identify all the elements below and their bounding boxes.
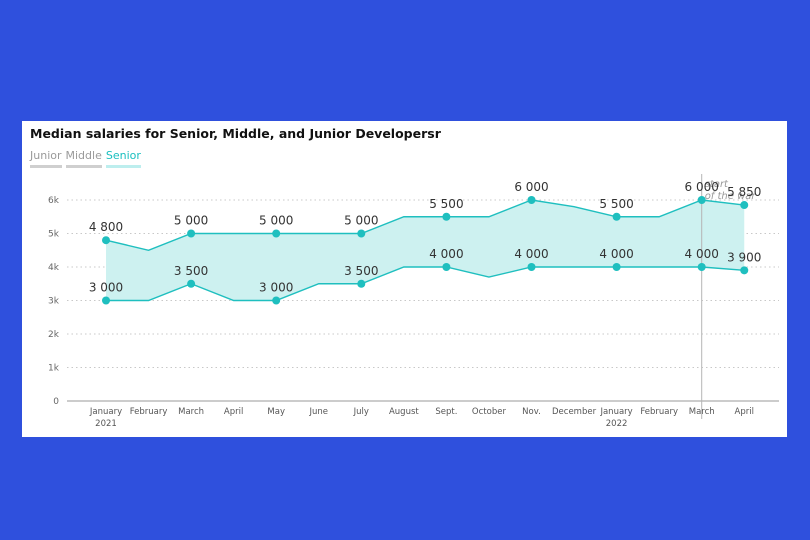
lower-point bbox=[740, 266, 749, 275]
upper-point bbox=[442, 212, 451, 221]
x-tick-label: April bbox=[224, 407, 243, 417]
y-tick-label: 2k bbox=[48, 330, 60, 340]
lower-point bbox=[187, 279, 196, 288]
lower-data-label: 3 500 bbox=[174, 264, 208, 278]
lower-data-label: 4 000 bbox=[429, 247, 463, 261]
upper-data-label: 5 500 bbox=[429, 197, 463, 211]
upper-series-line bbox=[105, 199, 745, 251]
upper-data-label: 5 500 bbox=[599, 197, 633, 211]
x-tick-label: June bbox=[308, 407, 328, 417]
legend-item-senior[interactable]: Senior bbox=[105, 149, 141, 168]
x-tick-label: Sept. bbox=[435, 407, 457, 417]
lower-point bbox=[527, 263, 536, 271]
x-tick-year: 2022 bbox=[606, 419, 628, 429]
chart-card: Median salaries for Senior, Middle, and … bbox=[22, 121, 787, 437]
x-tick-label: Nov. bbox=[522, 407, 541, 417]
lower-point bbox=[612, 263, 621, 271]
upper-data-label: 5 000 bbox=[344, 214, 378, 228]
y-tick-label: 6k bbox=[48, 196, 60, 206]
x-tick-label: May bbox=[267, 407, 285, 417]
lower-data-label: 3 000 bbox=[259, 281, 293, 295]
upper-point bbox=[740, 201, 749, 210]
lower-data-label: 3 500 bbox=[344, 264, 378, 278]
upper-point bbox=[612, 212, 621, 221]
lower-data-label: 3 000 bbox=[89, 281, 123, 295]
chart-title: Median salaries for Senior, Middle, and … bbox=[30, 126, 441, 141]
upper-point bbox=[357, 229, 366, 238]
upper-point bbox=[187, 229, 196, 238]
x-tick-year: 2021 bbox=[95, 419, 117, 429]
event-annotation: of the war bbox=[705, 191, 757, 202]
x-tick-label: January bbox=[89, 407, 122, 417]
x-tick-label: April bbox=[735, 407, 754, 417]
lower-data-label: 4 000 bbox=[514, 247, 548, 261]
y-tick-label: 5k bbox=[48, 230, 60, 240]
legend-item-junior[interactable]: Junior bbox=[30, 149, 62, 168]
x-tick-label: October bbox=[472, 407, 507, 417]
legend-item-middle[interactable]: Middle bbox=[65, 149, 102, 168]
lower-point bbox=[697, 263, 706, 271]
upper-data-label: 5 000 bbox=[259, 214, 293, 228]
lower-data-label: 4 000 bbox=[685, 247, 719, 261]
lower-data-label: 3 900 bbox=[727, 250, 761, 264]
legend: Junior Middle Senior bbox=[30, 149, 141, 168]
lower-data-label: 4 000 bbox=[599, 247, 633, 261]
x-tick-label: February bbox=[130, 407, 168, 417]
lower-series-line bbox=[106, 266, 745, 302]
x-tick-label: March bbox=[689, 407, 715, 417]
lower-point bbox=[102, 296, 110, 305]
lower-point bbox=[272, 296, 281, 305]
upper-data-label: 6 000 bbox=[514, 180, 548, 194]
upper-point bbox=[102, 236, 110, 245]
y-tick-label: 3k bbox=[48, 297, 60, 307]
upper-data-label: 4 800 bbox=[89, 220, 123, 234]
upper-point bbox=[527, 196, 536, 204]
upper-data-label: 5 850 bbox=[727, 185, 761, 199]
x-tick-label: January bbox=[599, 407, 632, 417]
upper-data-label: 6 000 bbox=[685, 180, 719, 194]
x-tick-label: March bbox=[178, 407, 204, 417]
x-tick-label: December bbox=[552, 407, 597, 417]
upper-data-label: 5 000 bbox=[174, 214, 208, 228]
y-tick-label: 1k bbox=[48, 364, 60, 374]
upper-point bbox=[697, 196, 706, 204]
y-tick-label: 0 bbox=[53, 397, 59, 407]
event-annotation: start bbox=[705, 179, 729, 190]
x-tick-label: February bbox=[640, 407, 678, 417]
lower-point bbox=[357, 279, 366, 288]
x-tick-label: August bbox=[389, 407, 419, 417]
y-tick-label: 4k bbox=[48, 263, 60, 273]
upper-point bbox=[272, 229, 281, 238]
lower-point bbox=[442, 263, 451, 271]
x-tick-label: July bbox=[353, 407, 369, 417]
salary-range-band bbox=[106, 200, 745, 301]
